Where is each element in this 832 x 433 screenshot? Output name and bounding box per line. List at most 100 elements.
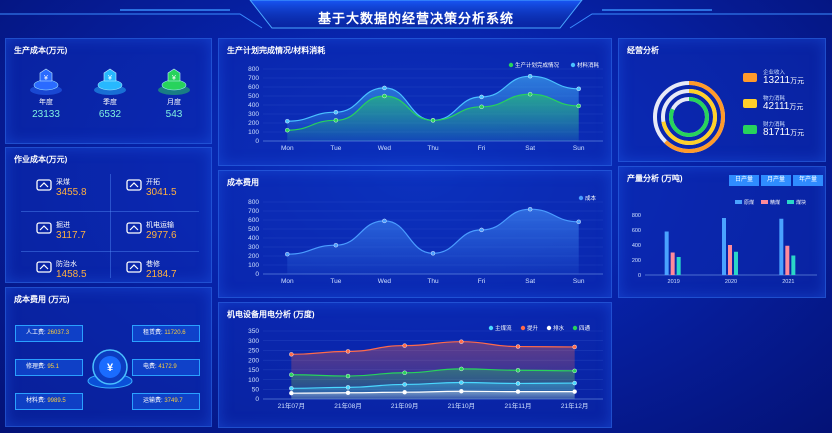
business-label: 财力消耗 <box>763 122 786 128</box>
yuan-coin-icon: ¥ <box>87 349 133 389</box>
row-divider <box>21 211 199 212</box>
business-panel: 经营分析 企业收入 13211万元 物力消耗 42111万元 财力消耗 81711万元 <box>618 38 826 162</box>
bar <box>722 218 726 275</box>
data-point <box>576 103 581 109</box>
ring-value <box>669 97 709 137</box>
data-point <box>289 386 294 391</box>
operation-label: 机电运输 <box>146 222 174 229</box>
bar <box>676 257 681 275</box>
series-line <box>291 341 575 355</box>
legend-label: 成本 <box>585 194 597 202</box>
business-unit: 万元 <box>789 104 804 111</box>
icon-outline <box>36 261 52 273</box>
operation-label: 防治水 <box>56 261 77 268</box>
x-tick-label: Fri <box>478 278 486 285</box>
cost-item-box: 租赁费: 11720.6 <box>132 325 200 342</box>
business-unit: 万元 <box>790 130 805 137</box>
y-tick-label: 600 <box>632 228 641 234</box>
production-cost-panel: 生产成本(万元) ¥ 年度 23133 ¥ 季度 6532 ¥ 月度 543 <box>5 38 212 144</box>
row-divider <box>21 251 199 252</box>
x-tick-label: 21年11月 <box>505 401 532 410</box>
y-tick-label: 350 <box>248 328 259 335</box>
legend-label: 精煤 <box>770 199 780 206</box>
data-point <box>479 94 484 100</box>
svg-text:¥: ¥ <box>107 362 114 374</box>
bar <box>785 245 790 275</box>
data-point <box>576 86 581 91</box>
series-line <box>291 390 575 394</box>
legend-marker <box>546 325 552 331</box>
y-tick-label: 300 <box>248 244 259 251</box>
data-point <box>515 368 521 373</box>
y-tick-label: 400 <box>248 235 259 242</box>
icon-mark <box>129 182 139 188</box>
data-point <box>333 242 339 248</box>
data-point <box>515 344 521 349</box>
tab-yearly-output[interactable]: 年产量 <box>793 175 823 186</box>
tab-daily-output[interactable]: 日产量 <box>729 175 759 186</box>
cost-item-label: 电费: <box>143 364 159 370</box>
y-tick-label: 0 <box>255 271 259 278</box>
legend-marker <box>488 325 494 331</box>
y-tick-label: 400 <box>248 102 259 109</box>
legend-label: 主煤流 <box>495 324 512 332</box>
x-tick-label: Thu <box>427 278 439 285</box>
cost-item-box: 运输费: 3749.7 <box>132 393 200 410</box>
y-tick-label: 500 <box>248 93 259 100</box>
cost-item-box: 材料费: 9989.5 <box>15 393 83 410</box>
legend-label: 材料消耗 <box>577 61 600 69</box>
data-point <box>285 251 290 257</box>
cost-item-label: 人工费: <box>26 330 48 336</box>
legend-marker <box>735 200 742 204</box>
y-tick-label: 200 <box>248 120 259 127</box>
page-title: 基于大数据的经营决策分析系统 <box>317 11 514 26</box>
legend-marker <box>572 325 578 331</box>
tab-monthly-output[interactable]: 月产量 <box>761 175 791 186</box>
y-tick-label: 250 <box>248 348 259 355</box>
data-point <box>430 251 436 256</box>
bar <box>664 231 669 275</box>
data-point <box>576 219 581 224</box>
power-chart-panel: 机电设备用电分析 (万度) 0 50 100 150 200 250 300 350 21年07… <box>218 302 612 428</box>
data-point <box>527 74 533 79</box>
x-tick-label: Fri <box>478 145 486 152</box>
operation-label: 巷修 <box>146 261 160 268</box>
operation-value: 2184.7 <box>146 269 177 280</box>
data-point <box>572 389 577 394</box>
data-point <box>459 380 464 385</box>
cost-item-box: 修理费: 95.1 <box>15 359 83 376</box>
y-tick-label: 200 <box>248 357 259 364</box>
icon-outline <box>36 222 52 234</box>
power-chart: 0 50 100 150 200 250 300 350 21年07月 21年08月 21年09月 2… <box>248 324 603 410</box>
icon-outline <box>126 222 142 234</box>
data-point <box>382 85 387 91</box>
operation-value: 3117.7 <box>56 230 86 241</box>
cost-item-value: 95.1 <box>47 364 60 370</box>
metric-label: 月度 <box>167 99 181 106</box>
icon-gem <box>167 68 181 82</box>
data-point <box>572 368 577 374</box>
x-tick-label: Sat <box>525 145 535 152</box>
data-point <box>402 370 407 375</box>
y-tick-label: 700 <box>248 75 259 82</box>
y-tick-label: 200 <box>248 253 259 260</box>
y-tick-label: 50 <box>252 386 260 393</box>
x-tick-label: 21年10月 <box>448 401 475 410</box>
legend-label: 排水 <box>553 324 565 332</box>
icon-glyph: ¥ <box>108 75 112 82</box>
y-tick-label: 400 <box>632 243 641 249</box>
business-label: 企业收入 <box>763 70 786 76</box>
metric-value: 23133 <box>32 109 60 120</box>
data-point <box>527 92 533 97</box>
icon-mark <box>39 225 49 231</box>
legend-label: 原煤 <box>744 199 754 206</box>
data-point <box>289 372 294 377</box>
panel-title: 机电设备用电分析 (万度) <box>227 310 315 319</box>
cost-item-value: 11720.6 <box>164 330 186 336</box>
x-tick-label: 2019 <box>668 279 680 285</box>
transport-icon <box>126 222 142 234</box>
bar <box>670 252 675 275</box>
y-tick-label: 800 <box>632 213 641 219</box>
bar <box>779 218 784 275</box>
plan-chart-panel: 生产计划完成情况/材料消耗 0 100 200 300 400 500 600 700 800 M… <box>218 38 612 166</box>
